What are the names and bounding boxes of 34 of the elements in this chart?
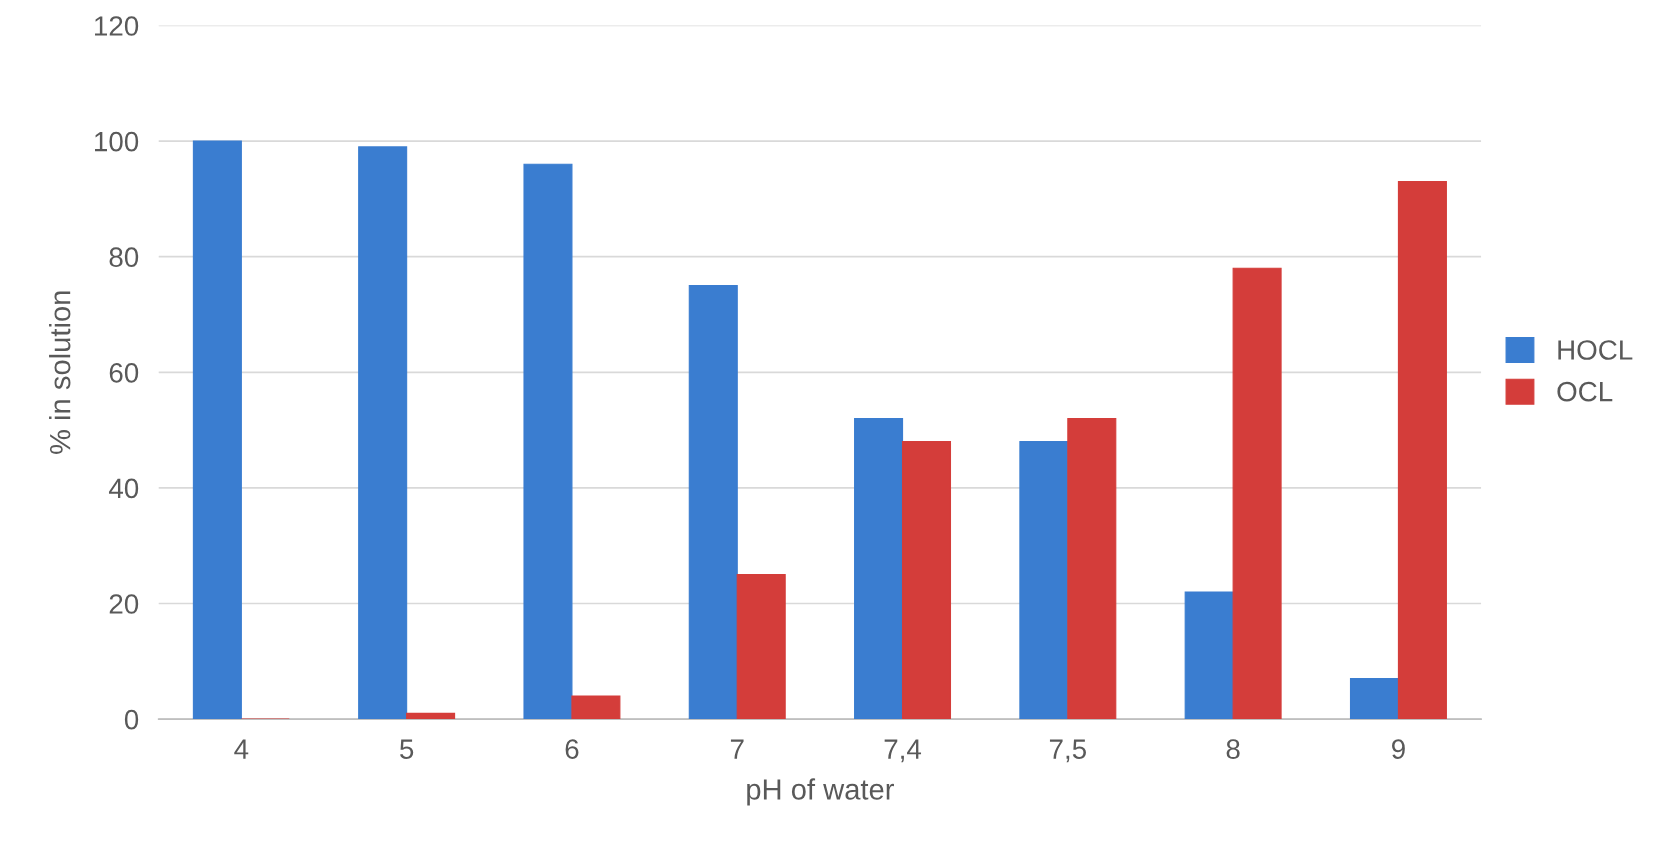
bar [571, 695, 621, 720]
y-tick-label: 60 [109, 362, 139, 383]
bar [1019, 441, 1069, 720]
bar [1184, 591, 1234, 720]
x-tick-label: 6 [565, 739, 579, 759]
bar [1067, 417, 1117, 720]
x-tick-label: 5 [400, 739, 414, 759]
bar [358, 146, 408, 720]
bar [901, 441, 952, 720]
x-tick-label: 7,4 [884, 739, 922, 763]
x-tick-label: 7 [730, 739, 744, 759]
bar [192, 140, 242, 720]
legend-label: HOCL [1558, 340, 1633, 360]
y-tick-label: 120 [95, 16, 139, 36]
x-tick-label: 8 [1226, 739, 1240, 759]
bar [736, 574, 786, 720]
y-tick-label: 80 [109, 247, 139, 268]
y-axis-title: % in solution [49, 291, 71, 454]
x-tick-label: 9 [1392, 739, 1405, 759]
y-tick-label: 100 [95, 131, 139, 152]
bar [1397, 181, 1447, 720]
bar [406, 712, 456, 720]
bar [1232, 267, 1282, 720]
x-tick-label: 7,5 [1049, 739, 1086, 763]
y-tick-label: 0 [124, 709, 139, 730]
bar [854, 417, 904, 720]
bar [688, 285, 738, 720]
x-tick-label: 4 [234, 739, 249, 759]
bar [1349, 678, 1399, 720]
legend-label: OCL [1557, 381, 1613, 402]
bar [523, 163, 573, 720]
x-axis-title: pH of water [747, 778, 894, 806]
y-tick-label: 20 [109, 594, 139, 614]
y-tick-label: 40 [108, 478, 139, 499]
